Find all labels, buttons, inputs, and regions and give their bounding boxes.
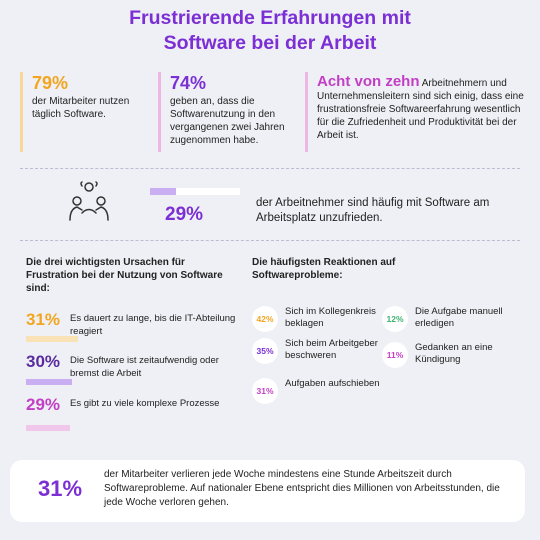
- stat-paragraph: Acht von zehn Arbeitnehmern und Unterneh…: [317, 73, 530, 142]
- reaction-text: Aufgaben aufschieben: [285, 378, 380, 389]
- mid-progress-fill: [150, 188, 176, 195]
- stat-highlight: Acht von zehn: [317, 73, 420, 90]
- stat-text: Arbeitnehmern und Unternehmensleitern si…: [317, 78, 524, 141]
- stat-value: 79%: [32, 73, 69, 93]
- mid-stat-text: der Arbeitnehmer sind häufig mit Softwar…: [256, 197, 490, 224]
- title-line-1: Frustrierende Erfahrungen mit: [129, 7, 411, 29]
- reaction-badge: 42%: [252, 306, 278, 332]
- cause-value: 31%: [26, 310, 61, 329]
- cause-text: Es dauert zu lange, bis die IT-Abteilung…: [70, 313, 236, 337]
- reaction-badge: 11%: [382, 342, 408, 368]
- stat-text: der Mitarbeiter nutzen täglich Software.: [32, 96, 130, 120]
- mid-progress-track: [150, 188, 240, 195]
- stat-daily-software: 79% der Mitarbeiter nutzen täglich Softw…: [20, 72, 150, 152]
- mid-stat-value: 29%: [165, 204, 204, 225]
- bottom-stat-card: 31% der Mitarbeiter verlieren jede Woche…: [10, 460, 525, 522]
- stat-usage-increase: 74% geben an, dass die Softwarenutzung i…: [158, 72, 298, 152]
- people-icon: [69, 181, 109, 221]
- cause-bar: [26, 379, 72, 385]
- stat-value: 74%: [170, 73, 207, 93]
- bottom-stat-text: der Mitarbeiter verlieren jede Woche min…: [104, 469, 500, 508]
- reaction-text: Gedanken an eine Kündigung: [415, 342, 493, 365]
- reactions-heading: Die häufigsten Reaktionen auf Softwarepr…: [252, 257, 396, 281]
- cause-bar: [26, 336, 78, 342]
- stat-eight-of-ten: Acht von zehn Arbeitnehmern und Unterneh…: [305, 72, 530, 152]
- cause-text: Es gibt zu viele komplexe Prozesse: [70, 398, 220, 409]
- reaction-text: Sich beim Arbeitgeber beschweren: [285, 338, 378, 361]
- causes-heading: Die drei wichtigsten Ursachen für Frustr…: [26, 257, 223, 294]
- reaction-badge: 31%: [252, 378, 278, 404]
- reaction-badge: 35%: [252, 338, 278, 364]
- page-title: Frustrierende Erfahrungen mit Software b…: [0, 6, 540, 56]
- reaction-text: Sich im Kollegenkreis beklagen: [285, 306, 376, 329]
- reaction-badge: 12%: [382, 306, 408, 332]
- stat-text: geben an, dass die Softwarenutzung in de…: [170, 96, 285, 146]
- divider-top: [20, 168, 520, 169]
- title-line-2: Software bei der Arbeit: [163, 32, 377, 54]
- cause-bar: [26, 425, 70, 431]
- bottom-stat-value: 31%: [38, 476, 83, 501]
- cause-text: Die Software ist zeitaufwendig oder brem…: [70, 355, 219, 379]
- divider-middle: [20, 240, 520, 241]
- cause-value: 29%: [26, 395, 61, 414]
- cause-value: 30%: [26, 352, 61, 371]
- reaction-text: Die Aufgabe manuell erledigen: [415, 306, 503, 329]
